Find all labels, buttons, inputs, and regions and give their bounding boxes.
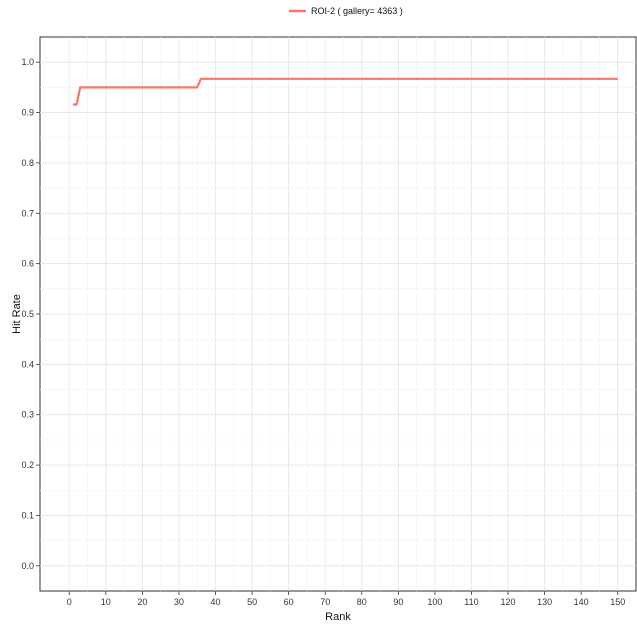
y-tick-label: 0.3	[21, 410, 34, 420]
x-tick-label: 30	[174, 597, 184, 607]
x-axis: 0 10 20 30 40 50 60 70 80 90 100 110 120 130 140 150	[67, 591, 625, 607]
y-tick-label: 0.2	[21, 460, 34, 470]
x-axis-title: Rank	[325, 611, 351, 623]
x-tick-label: 140	[574, 597, 589, 607]
x-tick-label: 90	[393, 597, 403, 607]
legend: ROI-2 ( gallery= 4363 )	[289, 6, 403, 16]
x-tick-label: 120	[501, 597, 516, 607]
x-tick-label: 110	[464, 597, 478, 607]
y-axis: 0.0 0.1 0.2 0.3 0.4 0.5 0.6 0.7 0.8 0.9 1.0	[21, 57, 40, 571]
x-tick-label: 100	[427, 597, 442, 607]
x-tick-label: 130	[537, 597, 552, 607]
x-tick-label: 70	[320, 597, 330, 607]
x-tick-label: 60	[284, 597, 294, 607]
series-line-1	[72, 77, 618, 106]
y-tick-label: 0.6	[21, 259, 34, 269]
y-tick-label: 0.0	[21, 561, 34, 571]
series-layer	[72, 77, 618, 106]
y-tick-label: 0.9	[21, 108, 34, 118]
x-tick-label: 0	[67, 597, 72, 607]
x-tick-label: 10	[101, 597, 111, 607]
y-tick-label: 0.8	[21, 158, 34, 168]
y-tick-label: 0.5	[21, 309, 34, 319]
legend-label: ROI-2 ( gallery= 4363 )	[311, 6, 403, 16]
x-tick-label: 40	[211, 597, 221, 607]
y-tick-label: 0.4	[21, 359, 34, 369]
x-tick-label: 150	[610, 597, 625, 607]
y-tick-label: 1.0	[21, 57, 34, 67]
y-tick-label: 0.1	[21, 510, 34, 520]
x-tick-label: 50	[247, 597, 257, 607]
grid-major	[40, 37, 636, 591]
y-axis-title: Hit Rate	[11, 294, 23, 334]
x-tick-label: 80	[357, 597, 367, 607]
y-tick-label: 0.7	[21, 208, 34, 218]
x-tick-label: 20	[137, 597, 147, 607]
